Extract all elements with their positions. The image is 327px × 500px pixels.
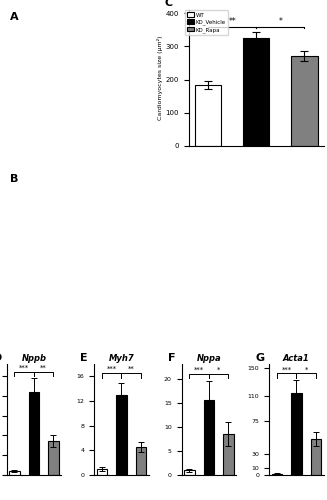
- Text: ***: ***: [19, 365, 29, 371]
- Text: ***: ***: [107, 366, 117, 372]
- Bar: [311, 439, 321, 475]
- Bar: [116, 395, 127, 475]
- Text: D: D: [0, 354, 2, 364]
- Bar: [96, 469, 107, 475]
- Bar: [291, 392, 302, 475]
- Text: Acta1: Acta1: [283, 354, 310, 363]
- Text: Nppa: Nppa: [197, 354, 221, 363]
- Bar: [28, 392, 39, 475]
- Text: Myh7: Myh7: [109, 354, 134, 363]
- Text: *: *: [217, 366, 220, 372]
- Bar: [184, 470, 195, 475]
- Text: **: **: [40, 365, 47, 371]
- Text: C: C: [164, 0, 173, 8]
- Text: **: **: [228, 17, 236, 26]
- Y-axis label: Cardiomyocytes size (μm²): Cardiomyocytes size (μm²): [157, 36, 163, 120]
- Text: B: B: [10, 174, 18, 184]
- Text: ***: ***: [194, 366, 204, 372]
- Bar: [135, 448, 146, 475]
- Text: *: *: [278, 17, 282, 26]
- Bar: [9, 471, 20, 475]
- Text: **: **: [128, 366, 134, 372]
- Text: A: A: [10, 12, 18, 22]
- Bar: [223, 434, 234, 475]
- Text: G: G: [255, 354, 265, 364]
- Text: ***: ***: [282, 366, 292, 372]
- Bar: [48, 442, 59, 475]
- Bar: [271, 474, 282, 475]
- Bar: [291, 56, 318, 146]
- Text: Nppb: Nppb: [21, 354, 46, 363]
- Text: *: *: [304, 366, 308, 372]
- Bar: [203, 400, 214, 475]
- Text: E: E: [80, 354, 88, 364]
- Bar: [243, 38, 269, 146]
- Legend: WT, KD_Vehicle, KD_Rapa: WT, KD_Vehicle, KD_Rapa: [185, 10, 228, 35]
- Text: F: F: [168, 354, 175, 364]
- Bar: [195, 84, 221, 146]
